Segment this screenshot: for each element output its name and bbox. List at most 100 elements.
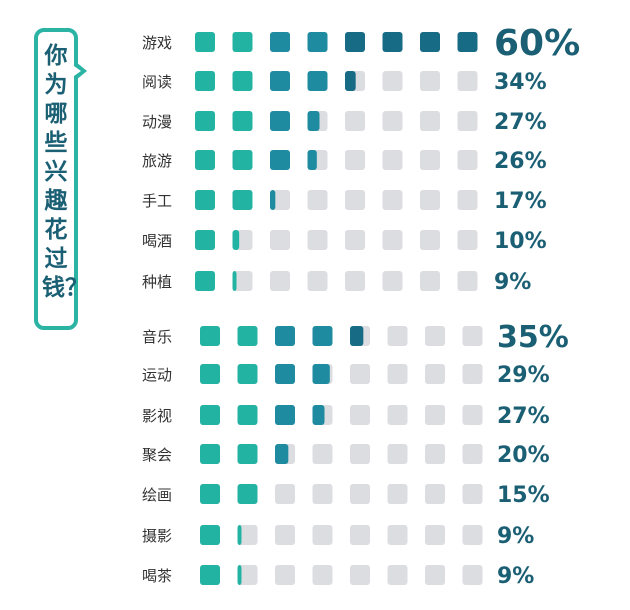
empty-cell	[425, 405, 445, 425]
value-bar-cell	[307, 150, 317, 170]
empty-cell	[420, 71, 440, 91]
empty-cell	[425, 525, 445, 545]
value-bar-cell	[237, 364, 258, 384]
empty-cell	[232, 271, 253, 291]
value-bar-cell	[200, 525, 220, 545]
value-bar-cell	[200, 364, 220, 384]
value-bar-cell	[420, 32, 440, 52]
percentage-label: 9%	[494, 270, 531, 295]
empty-cell	[382, 190, 403, 210]
empty-cell	[387, 565, 408, 585]
empty-cell	[275, 565, 295, 585]
empty-cell	[237, 525, 258, 545]
empty-cell	[387, 364, 408, 384]
percentage-label: 34%	[494, 70, 547, 95]
value-bar-cell	[345, 32, 365, 52]
empty-cell	[345, 190, 365, 210]
category-label: 喝酒	[142, 232, 172, 250]
value-bar-cell	[457, 32, 478, 52]
percentage-label: 26%	[494, 149, 547, 174]
value-bar-cell	[232, 230, 240, 250]
category-label: 旅游	[142, 152, 172, 170]
percentage-label: 10%	[494, 229, 547, 254]
empty-cell	[270, 230, 290, 250]
empty-cell	[420, 150, 440, 170]
empty-cell	[387, 525, 408, 545]
empty-cell	[387, 405, 408, 425]
empty-cell	[462, 565, 483, 585]
empty-cell	[345, 230, 365, 250]
value-bar-cell	[195, 190, 215, 210]
empty-cell	[382, 150, 403, 170]
empty-cell	[307, 230, 328, 250]
value-bar-cell	[312, 364, 330, 384]
category-label: 喝茶	[142, 567, 172, 585]
percentage-label: 20%	[497, 443, 550, 468]
empty-cell	[345, 111, 365, 131]
value-bar-cell	[237, 484, 258, 504]
value-bar-cell	[232, 150, 253, 170]
empty-cell	[275, 525, 295, 545]
value-bar-cell	[200, 565, 220, 585]
empty-cell	[457, 111, 478, 131]
value-bar-cell	[275, 326, 295, 346]
empty-cell	[350, 525, 370, 545]
percentage-label: 9%	[497, 524, 534, 549]
empty-cell	[457, 190, 478, 210]
category-label: 运动	[142, 366, 172, 384]
empty-cell	[312, 444, 333, 464]
percentage-label: 29%	[497, 363, 550, 388]
empty-cell	[420, 271, 440, 291]
value-bar-cell	[270, 111, 290, 131]
empty-cell	[457, 230, 478, 250]
percentage-label: 9%	[497, 564, 534, 589]
percentage-label: 60%	[494, 23, 580, 64]
value-bar-cell	[232, 32, 253, 52]
empty-cell	[387, 444, 408, 464]
value-bar-cell	[195, 271, 215, 291]
empty-cell	[350, 484, 370, 504]
value-bar-cell	[237, 525, 242, 545]
chart-title: 你为哪些兴趣花过钱？	[42, 43, 88, 301]
percentage-label: 27%	[494, 110, 547, 135]
empty-cell	[350, 565, 370, 585]
category-label: 种植	[142, 273, 172, 291]
value-bar-cell	[237, 405, 258, 425]
value-bar-cell	[275, 444, 289, 464]
empty-cell	[382, 111, 403, 131]
value-bar-cell	[270, 150, 290, 170]
category-label: 绘画	[142, 486, 172, 504]
value-bar-cell	[195, 71, 215, 91]
empty-cell	[350, 364, 370, 384]
value-bar-cell	[200, 484, 220, 504]
value-bar-cell	[200, 405, 220, 425]
percentage-label: 15%	[497, 483, 550, 508]
empty-cell	[350, 405, 370, 425]
empty-cell	[457, 150, 478, 170]
empty-cell	[420, 190, 440, 210]
category-label: 摄影	[142, 527, 172, 545]
empty-cell	[462, 484, 483, 504]
value-bar-cell	[307, 32, 328, 52]
empty-cell	[382, 71, 403, 91]
empty-cell	[425, 364, 445, 384]
empty-cell	[425, 444, 445, 464]
title-callout: 你为哪些兴趣花过钱？	[34, 28, 88, 330]
empty-cell	[307, 190, 328, 210]
empty-cell	[425, 326, 445, 346]
value-bar-cell	[237, 444, 258, 464]
value-bar-cell	[350, 326, 364, 346]
value-bar-cell	[200, 326, 220, 346]
category-label: 动漫	[142, 113, 172, 131]
empty-cell	[420, 230, 440, 250]
empty-cell	[425, 484, 445, 504]
value-bar-cell	[275, 364, 295, 384]
empty-cell	[382, 271, 403, 291]
value-bar-cell	[312, 405, 325, 425]
value-bar-cell	[195, 32, 215, 52]
empty-cell	[420, 111, 440, 131]
empty-cell	[312, 565, 333, 585]
empty-cell	[307, 271, 328, 291]
empty-cell	[275, 484, 295, 504]
